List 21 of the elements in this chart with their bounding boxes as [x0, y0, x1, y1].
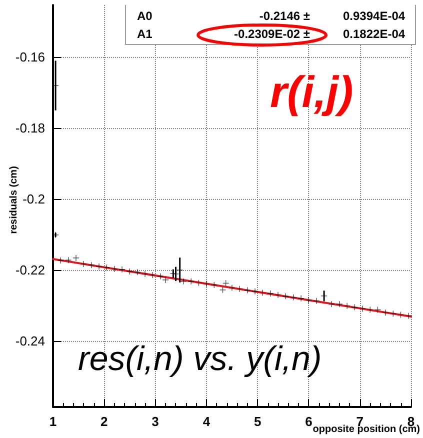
x-axis-title: opposite position (cm): [312, 424, 420, 435]
y-tick-label: -0.22: [15, 262, 45, 278]
y-tick-label: -0.16: [15, 50, 45, 65]
annotation: -0.2309E-02 ±: [234, 27, 310, 41]
x-tick-label: 4: [202, 414, 211, 429]
x-tick-label: 3: [152, 414, 159, 429]
annotation: A1: [137, 27, 152, 41]
x-tick-label: 1: [49, 414, 57, 429]
y-tick-label: -0.24: [15, 334, 45, 349]
y-tick-label: -0.18: [15, 120, 45, 136]
y-tick-label: -0.2: [22, 192, 45, 207]
annotation: r(i,j): [270, 68, 354, 118]
annotation: res(i,n) vs. y(i,n): [78, 340, 322, 379]
x-tick-label: 5: [254, 414, 262, 429]
x-tick-label: 6: [305, 414, 312, 429]
annotation: 0.1822E-04: [343, 27, 406, 41]
annotation: 0.9394E-04: [343, 9, 406, 23]
y-axis-title: residuals (cm): [8, 166, 20, 234]
annotation: A0: [137, 9, 152, 23]
annotation: -0.2146 ±: [259, 9, 310, 23]
x-tick-label: 2: [100, 414, 108, 429]
